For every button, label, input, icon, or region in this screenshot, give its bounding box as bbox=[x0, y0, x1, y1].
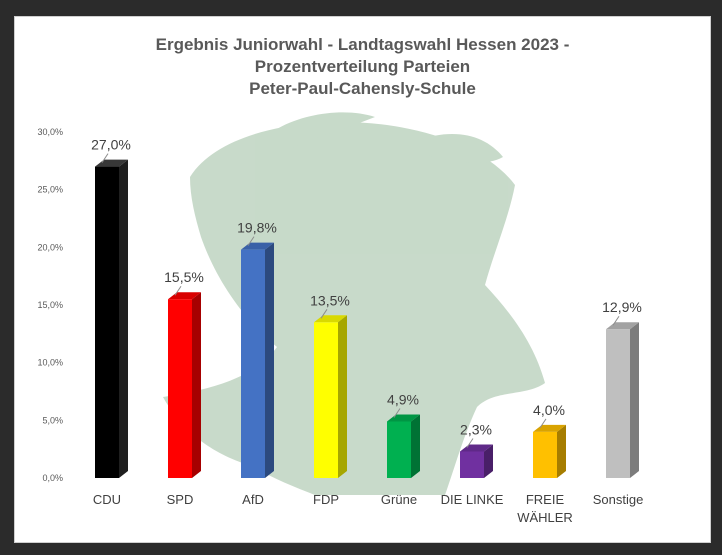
data-label-leader bbox=[466, 438, 474, 448]
y-tick-label: 15,0% bbox=[37, 300, 63, 310]
chart-frame: Ergebnis Juniorwahl - Landtagswahl Hesse… bbox=[14, 16, 711, 543]
data-label-leader bbox=[174, 285, 182, 296]
y-tick-label: 25,0% bbox=[37, 185, 63, 195]
chart-plot: 0,0% 5,0% 10,0% 15,0% 20,0% 25,0% 30,0% 27,0% CD… bbox=[37, 112, 644, 525]
data-label-leader bbox=[320, 309, 328, 319]
x-category-label: Grüne bbox=[381, 492, 417, 507]
watermark-portrait bbox=[163, 112, 545, 495]
bar bbox=[460, 451, 484, 478]
bar-side bbox=[411, 414, 420, 478]
data-label-leader bbox=[393, 408, 401, 418]
data-label: 15,5% bbox=[164, 269, 204, 285]
y-tick-label: 10,0% bbox=[37, 358, 63, 368]
x-category-label: DIE LINKE bbox=[441, 492, 504, 507]
bar bbox=[95, 166, 119, 478]
data-label: 19,8% bbox=[237, 220, 277, 236]
data-label: 12,9% bbox=[602, 299, 642, 315]
bar-side bbox=[192, 292, 201, 478]
y-tick-label: 30,0% bbox=[37, 127, 63, 137]
data-label: 4,0% bbox=[533, 402, 565, 418]
data-label-leader bbox=[539, 418, 547, 429]
x-category-label: CDU bbox=[93, 492, 121, 507]
bar bbox=[387, 421, 411, 478]
x-category-label: AfD bbox=[242, 492, 264, 507]
bar bbox=[241, 249, 265, 478]
x-category-label: FREIE bbox=[526, 492, 565, 507]
data-label: 4,9% bbox=[387, 391, 419, 407]
y-tick-label: 20,0% bbox=[37, 242, 63, 252]
data-label: 27,0% bbox=[91, 137, 131, 153]
y-tick-label: 0,0% bbox=[42, 473, 63, 483]
chart-title-line-3: Peter-Paul-Cahensly-Schule bbox=[249, 79, 476, 98]
x-category-label: SPD bbox=[167, 492, 194, 507]
chart-title-line-1: Ergebnis Juniorwahl - Landtagswahl Hesse… bbox=[155, 35, 570, 54]
chart-title-line-2: Prozentverteilung Parteien bbox=[254, 57, 471, 76]
bar-side bbox=[484, 444, 493, 478]
bar-side bbox=[265, 242, 274, 478]
bar-side bbox=[119, 159, 128, 478]
bar-side bbox=[630, 322, 639, 478]
x-category-label: WÄHLER bbox=[517, 510, 573, 525]
data-label-leader bbox=[101, 153, 109, 163]
bar bbox=[606, 329, 630, 478]
y-tick-label: 5,0% bbox=[42, 415, 63, 425]
x-category-label: FDP bbox=[313, 492, 339, 507]
bar bbox=[168, 299, 192, 478]
bar-side bbox=[338, 315, 347, 478]
x-category-label: Sonstige bbox=[593, 492, 644, 507]
bar bbox=[533, 431, 557, 478]
data-label: 2,3% bbox=[460, 421, 492, 437]
data-label-leader bbox=[612, 315, 620, 326]
bar bbox=[314, 322, 338, 478]
data-label-leader bbox=[247, 236, 255, 246]
data-label: 13,5% bbox=[310, 292, 350, 308]
bar-side bbox=[557, 424, 566, 478]
